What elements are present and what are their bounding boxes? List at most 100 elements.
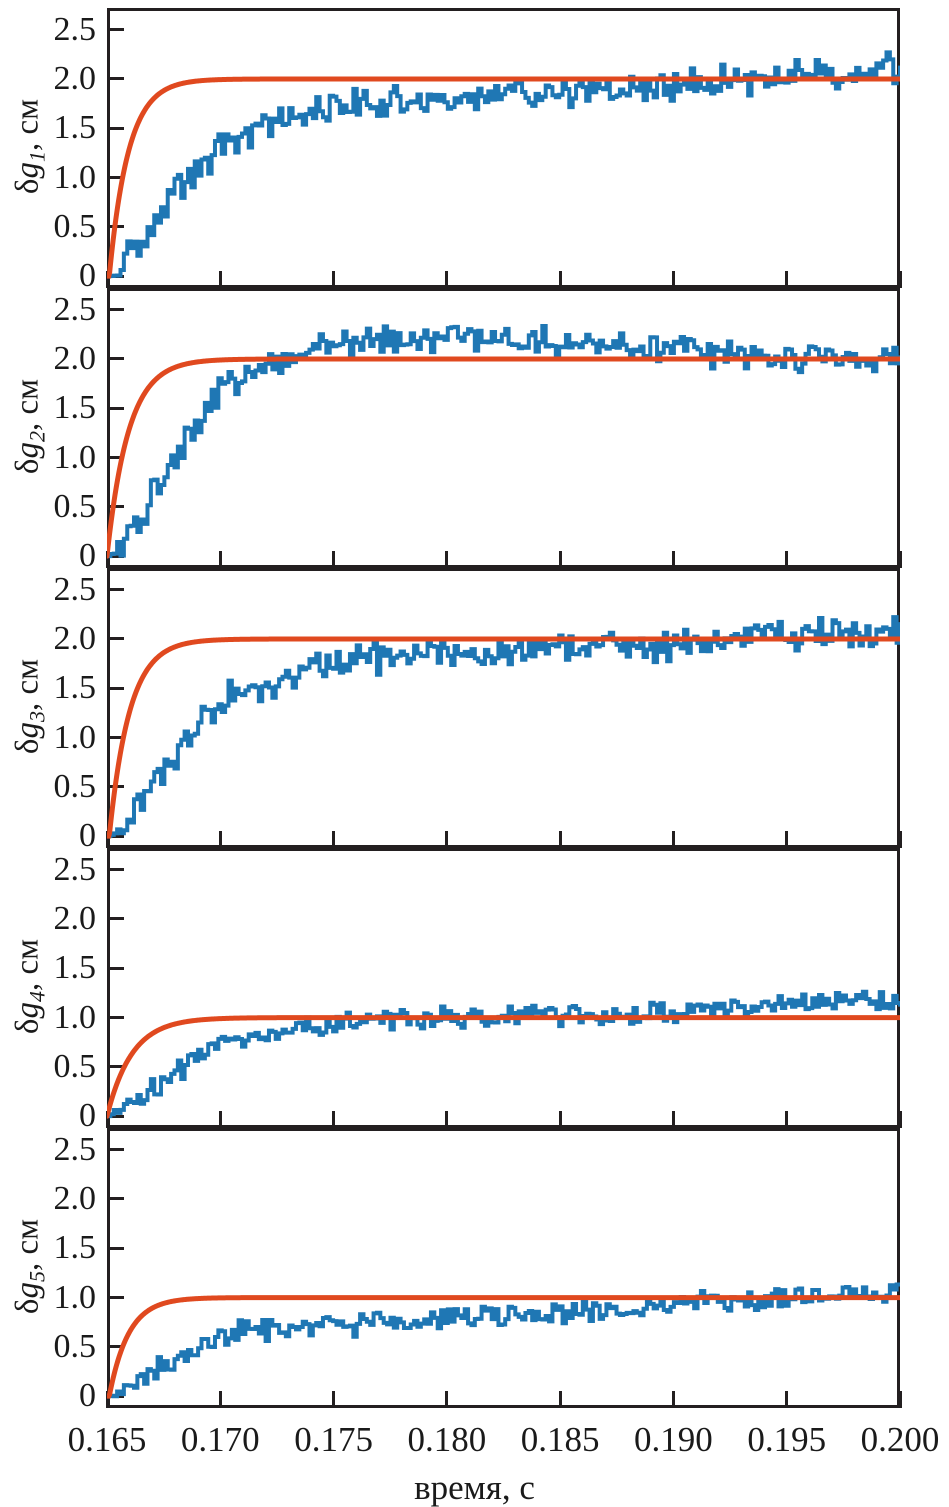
exponential-fit-curve (107, 1015, 900, 1119)
panel-5: 0 0.5 1.0 1.5 2.0 2.5 δg5, см (0, 1128, 949, 1448)
panel-3: 0 0.5 1.0 1.5 2.0 2.5 δg3, см (0, 568, 949, 888)
x-tick-mark (445, 1111, 449, 1128)
curve-layer-1 (107, 50, 900, 279)
x-tick-mark (445, 271, 449, 288)
y-tick-label: 1.0 (53, 718, 97, 756)
y-tick-label: 1.0 (53, 1278, 97, 1316)
y-tick-mark (107, 77, 124, 81)
y-tick-mark (107, 357, 124, 361)
y-tick-mark (107, 554, 124, 558)
y-tick-mark (107, 1065, 124, 1069)
y-tick-mark (107, 1197, 124, 1201)
y-axis-label-subscript: 4 (24, 991, 50, 1002)
x-tick-mark (105, 1391, 109, 1408)
plot-area-4 (107, 848, 900, 1128)
curve-layer-4 (107, 989, 900, 1119)
x-tick-mark (898, 1391, 902, 1408)
y-tick-mark (107, 588, 124, 592)
x-axis-label: время, с (414, 1468, 535, 1507)
x-tick-mark (558, 551, 562, 568)
x-tick-mark (671, 271, 675, 288)
x-tick-mark (785, 551, 789, 568)
y-tick-label: 0 (79, 817, 96, 855)
y-tick-mark (107, 966, 124, 970)
y-tick-label: 0.5 (53, 207, 97, 245)
x-tick-mark (898, 1111, 902, 1128)
x-tick-mark (445, 1391, 449, 1408)
x-tick-mark (898, 831, 902, 848)
y-tick-label: 0 (79, 257, 96, 295)
x-tick-mark (785, 1391, 789, 1408)
measured-data-curve (107, 50, 900, 279)
y-axis-label-subscript: 1 (24, 151, 50, 162)
y-tick-label: 0 (79, 1097, 96, 1135)
y-tick-label: 1.0 (53, 438, 97, 476)
measured-data-curve (107, 989, 900, 1119)
x-tick-mark (898, 271, 902, 288)
y-tick-label: 0.5 (53, 1327, 97, 1365)
plot-area-3 (107, 568, 900, 848)
exponential-fit-curve (107, 76, 900, 279)
x-tick-label: 0.165 (67, 1420, 147, 1459)
x-tick-mark (785, 271, 789, 288)
x-tick-mark (218, 1391, 222, 1408)
x-tick-mark (671, 1111, 675, 1128)
y-tick-label: 2.5 (53, 1130, 97, 1168)
x-tick-mark (218, 551, 222, 568)
y-tick-label: 1.5 (53, 109, 97, 147)
y-axis-label-subscript: 3 (24, 711, 50, 722)
x-tick-mark (332, 831, 336, 848)
y-tick-mark (107, 1345, 124, 1349)
x-tick-mark (785, 1111, 789, 1128)
y-tick-mark (107, 308, 124, 312)
y-tick-mark (107, 637, 124, 641)
y-axis-label-subscript: 2 (24, 431, 50, 442)
exponential-fit-curve (107, 1295, 900, 1399)
y-tick-mark (107, 917, 124, 921)
y-axis-label-3: δg3, см (9, 658, 50, 755)
x-tick-mark (445, 551, 449, 568)
y-tick-mark (107, 406, 124, 410)
y-tick-label: 2.0 (53, 339, 97, 377)
x-tick-mark (558, 1111, 562, 1128)
curve-layer-5 (107, 1282, 900, 1399)
y-tick-label: 2.5 (53, 850, 97, 888)
x-tick-mark (218, 831, 222, 848)
y-tick-mark (107, 736, 124, 740)
x-tick-label: 0.195 (747, 1420, 827, 1459)
y-tick-mark (107, 868, 124, 872)
x-tick-mark (105, 551, 109, 568)
plot-area-5 (107, 1128, 900, 1408)
y-tick-label: 2.0 (53, 619, 97, 657)
y-tick-label: 1.0 (53, 998, 97, 1036)
measured-data-curve (107, 323, 900, 559)
x-tick-mark (558, 1391, 562, 1408)
x-tick-mark (332, 271, 336, 288)
curve-layer-3 (107, 615, 900, 839)
measured-data-curve (107, 1282, 900, 1399)
x-tick-mark (105, 831, 109, 848)
y-axis-label-unit: , см (9, 1218, 46, 1271)
y-axis-label-2: δg2, см (9, 378, 50, 475)
x-tick-label: 0.190 (634, 1420, 713, 1459)
x-tick-mark (105, 271, 109, 288)
y-tick-label: 0 (79, 1377, 96, 1415)
y-tick-label: 2.0 (53, 59, 97, 97)
y-tick-label: 2.5 (53, 570, 97, 608)
y-tick-mark (107, 1016, 124, 1020)
y-axis-label-4: δg4, см (9, 938, 50, 1035)
y-tick-label: 1.5 (53, 1229, 97, 1267)
exponential-fit-curve (107, 356, 900, 559)
x-tick-label: 0.185 (520, 1420, 600, 1459)
measured-data-curve (107, 615, 900, 839)
y-axis-label-unit: , см (9, 938, 46, 991)
y-tick-label: 2.0 (53, 899, 97, 937)
x-tick-mark (558, 831, 562, 848)
exponential-fit-curve (107, 636, 900, 839)
x-tick-mark (671, 1391, 675, 1408)
y-tick-mark (107, 686, 124, 690)
y-tick-label: 0.5 (53, 487, 97, 525)
panel-2: 0 0.5 1.0 1.5 2.0 2.5 δg2, см (0, 288, 949, 608)
y-tick-label: 0.5 (53, 1047, 97, 1085)
panel-4: 0 0.5 1.0 1.5 2.0 2.5 δg4, см (0, 848, 949, 1168)
